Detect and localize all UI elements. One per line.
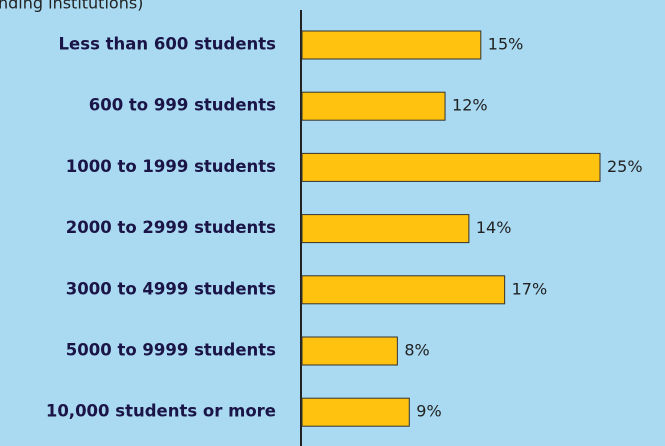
value-label: 12% <box>452 96 488 115</box>
bar <box>301 336 398 366</box>
chart-subtitle: nding institutions) <box>0 0 143 13</box>
value-label: 15% <box>488 35 524 54</box>
bar <box>301 275 506 305</box>
bar <box>301 152 601 182</box>
value-label: 17% <box>512 279 548 298</box>
value-label: 8% <box>404 341 429 360</box>
value-label: 9% <box>416 402 441 421</box>
category-label: Less than 600 students <box>59 35 277 54</box>
category-label: 5000 to 9999 students <box>66 341 276 360</box>
bar <box>301 30 482 60</box>
category-label: 1000 to 1999 students <box>66 157 276 176</box>
category-label: 10,000 students or more <box>46 402 276 421</box>
category-label: 3000 to 4999 students <box>66 279 276 298</box>
category-label: 600 to 999 students <box>89 96 276 115</box>
bar <box>301 91 446 121</box>
value-label: 25% <box>607 157 643 176</box>
value-label: 14% <box>476 218 512 237</box>
category-label: 2000 to 2999 students <box>66 218 276 237</box>
bar <box>301 397 410 427</box>
bar <box>301 214 470 244</box>
